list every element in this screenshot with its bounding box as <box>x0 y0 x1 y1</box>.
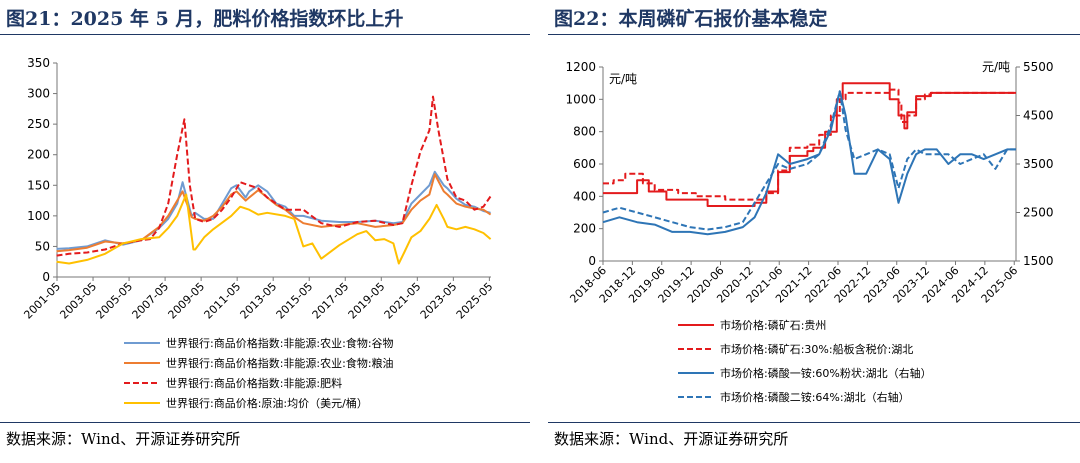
legend-label: 世界银行:商品价格指数:非能源:肥料 <box>166 376 342 390</box>
y-tick-label: 350 <box>27 56 50 70</box>
x-tick-label: 2021-05 <box>382 280 424 322</box>
legend-label: 市场价格:磷矿石:贵州 <box>720 318 826 332</box>
x-tick-label: 2023-05 <box>418 280 460 322</box>
x-tick-label: 2019-05 <box>346 280 388 322</box>
series-line <box>602 90 1016 231</box>
y-tick-label: 200 <box>27 148 50 162</box>
legend-label: 世界银行:商品价格指数:非能源:农业:食物:粮油 <box>166 356 394 370</box>
x-tick-label: 2007-05 <box>130 280 172 322</box>
y-tick-label: 800 <box>573 125 596 139</box>
y-tick-label: 100 <box>27 209 50 223</box>
y-tick-label: 1200 <box>565 60 596 74</box>
right-chart: 0 200 400 600 800 1000 1200 1500 2500 3500 4500 550… <box>565 60 1054 404</box>
y-tick-label: 0 <box>42 270 50 284</box>
x-tick-label: 2009-05 <box>166 280 208 322</box>
y2-tick-label: 5500 <box>1023 60 1054 74</box>
x-tick-label: 2015-05 <box>274 280 316 322</box>
series-line <box>56 193 492 265</box>
x-tick-label: 2005-05 <box>93 280 135 322</box>
series-line <box>56 173 492 253</box>
y-tick-label: 50 <box>35 239 50 253</box>
x-tick-label: 2011-05 <box>202 280 244 322</box>
right-source-rule <box>548 422 1080 423</box>
left-title-rule <box>0 34 530 35</box>
legend-label: 市场价格:磷酸二铵:64%:湖北（右轴） <box>720 390 910 404</box>
x-tick-label: 2013-05 <box>238 280 280 322</box>
legend-label: 世界银行:商品价格指数:非能源:农业:食物:谷物 <box>166 336 394 350</box>
series-line <box>603 88 1016 201</box>
legend-label: 市场价格:磷酸一铵:60%粉状:湖北（右轴） <box>720 366 932 380</box>
series-line <box>56 170 491 250</box>
x-tick-label: 2001-05 <box>21 280 63 322</box>
y2-tick-label: 2500 <box>1023 206 1054 220</box>
y-tick-label: 0 <box>588 254 596 268</box>
y-tick-label: 600 <box>573 157 596 171</box>
x-tick-label: 2025-05 <box>454 280 496 322</box>
y-tick-label: 250 <box>27 117 50 131</box>
y-tick-label: 300 <box>27 87 50 101</box>
y2-tick-label: 3500 <box>1023 157 1054 171</box>
right-source: 数据来源：Wind、开源证券研究所 <box>554 430 789 448</box>
legend-label: 市场价格:磷矿石:30%:船板含税价:湖北 <box>720 342 913 356</box>
x-tick-label: 2003-05 <box>57 280 99 322</box>
left-panel: 图21：2025 年 5 月，肥料价格指数环比上升 0 50 100 150 200 25… <box>0 0 530 463</box>
series-line <box>56 95 492 257</box>
right-panel: 图22：本周磷矿石报价基本稳定 0 200 400 600 800 1000 1200 150… <box>548 0 1080 463</box>
y-tick-label: 1000 <box>565 92 596 106</box>
y-tick-label: 400 <box>573 189 596 203</box>
y2-tick-label: 4500 <box>1023 109 1054 123</box>
left-chart: 0 50 100 150 200 250 300 350 2001-052003-052005-… <box>21 56 496 410</box>
x-tick-label: 2017-05 <box>310 280 352 322</box>
y2-axis-unit: 元/吨 <box>982 60 1010 74</box>
series-line <box>603 82 1016 207</box>
y-axis-unit: 元/吨 <box>609 72 637 86</box>
right-title-rule <box>548 34 1080 35</box>
y2-tick-label: 1500 <box>1023 254 1054 268</box>
left-source: 数据来源：Wind、开源证券研究所 <box>6 430 241 448</box>
y-tick-label: 150 <box>27 178 50 192</box>
left-source-rule <box>0 422 530 423</box>
y-tick-label: 200 <box>573 222 596 236</box>
legend-label: 世界银行:商品价格:原油:均价（美元/桶） <box>166 396 368 410</box>
right-chart-title: 图22：本周磷矿石报价基本稳定 <box>554 8 828 30</box>
left-chart-title: 图21：2025 年 5 月，肥料价格指数环比上升 <box>6 8 404 30</box>
